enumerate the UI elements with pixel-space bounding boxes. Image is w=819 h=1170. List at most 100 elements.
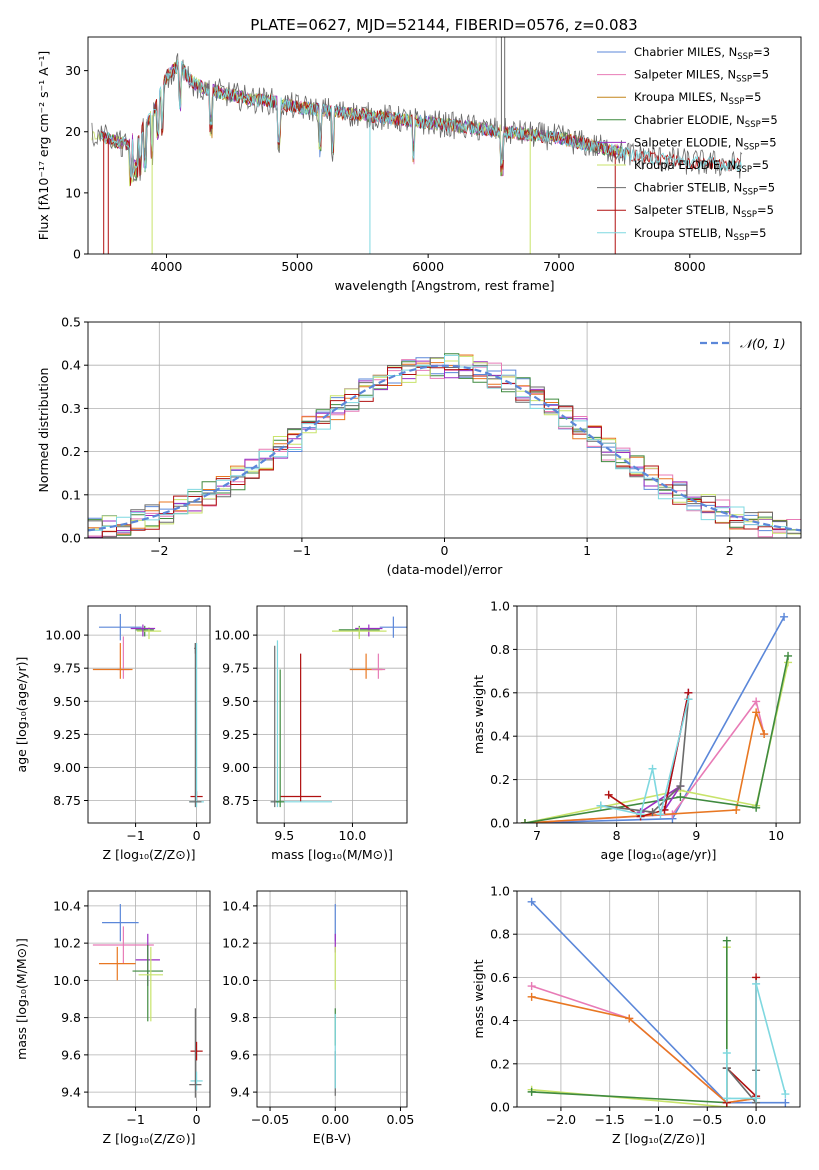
legend-text: Salpeter ELODIE, N bbox=[634, 135, 744, 149]
weight-marker bbox=[527, 982, 536, 991]
y-tick-label: 10.2 bbox=[53, 936, 81, 951]
y-tick-label: 1.0 bbox=[490, 884, 510, 899]
weight-marker bbox=[760, 730, 769, 739]
x-tick-label: 8000 bbox=[674, 259, 706, 274]
x-tick-label: −1 bbox=[126, 828, 144, 843]
error-bar-point bbox=[102, 904, 139, 942]
legend-text: Chabrier MILES, N bbox=[634, 45, 737, 59]
error-bar-point bbox=[138, 946, 164, 1022]
error-bar-point bbox=[117, 636, 130, 679]
x-tick-label: −1.0 bbox=[643, 1112, 673, 1127]
legend-text: Kroupa MILES, N bbox=[634, 90, 729, 104]
y-tick-label: 0.4 bbox=[490, 1013, 510, 1028]
legend-text: =5 bbox=[752, 158, 769, 172]
y-axis-label: Normed distribution bbox=[36, 368, 51, 493]
weight-marker bbox=[604, 790, 613, 799]
x-tick-label: 10 bbox=[768, 828, 784, 843]
x-axis-label: wavelength [Angstrom, rest frame] bbox=[334, 278, 554, 293]
legend-text: Salpeter STELIB, N bbox=[634, 203, 741, 217]
plot-area bbox=[517, 891, 800, 1107]
spectrum-salpeter-elodie bbox=[100, 63, 627, 178]
weight-marker bbox=[781, 1090, 790, 1099]
legend-subscript: SSP bbox=[742, 188, 758, 198]
panel-age_vs_mass: 9.5 10.0 8.75 9.00 9.25 9.50 9.75 10.00 mass [lo… bbox=[214, 605, 408, 862]
legend-entry: Kroupa STELIB, NSSP=5 bbox=[634, 226, 766, 243]
error-bar-point bbox=[276, 669, 285, 808]
y-tick-label: 0.0 bbox=[490, 816, 510, 831]
x-tick-label: 4000 bbox=[151, 259, 183, 274]
x-tick-label: 1 bbox=[583, 543, 591, 558]
y-tick-label: 10.00 bbox=[214, 628, 250, 643]
x-tick-label: 7 bbox=[533, 828, 541, 843]
y-axis-label: mass weight bbox=[471, 959, 486, 1038]
figure-title: PLATE=0627, MJD=52144, FIBERID=0576, z=0… bbox=[250, 16, 637, 34]
plot-area bbox=[517, 606, 800, 823]
legend-entry: Salpeter STELIB, NSSP=5 bbox=[634, 203, 774, 220]
y-tick-label: 0.4 bbox=[61, 358, 81, 373]
histogram-salpeter-stelib bbox=[88, 366, 801, 538]
legend-text: Chabrier STELIB, N bbox=[634, 181, 742, 195]
panel-age_vs_Z: −1 0 8.75 9.00 9.25 9.50 9.75 10.00 Z [log₁₀(Z/Z… bbox=[14, 605, 211, 862]
y-tick-label: 0.2 bbox=[490, 1056, 510, 1071]
legend-text: Kroupa STELIB, N bbox=[634, 226, 734, 240]
x-tick-label: −1 bbox=[293, 543, 311, 558]
panel-mass_vs_ebv: −0.05 0.00 0.05 9.4 9.6 9.8 10.0 10.2 10.4 E(B-V) bbox=[222, 890, 414, 1146]
y-tick-label: 0.8 bbox=[490, 642, 510, 657]
panel-mass_vs_Z: −1 0 9.4 9.6 9.8 10.0 10.2 10.4 Z [log₁₀(Z/Z⊙)] m… bbox=[14, 890, 211, 1146]
weight-marker bbox=[676, 792, 685, 801]
weight-marker bbox=[722, 936, 731, 945]
weight-line-salpeter-miles bbox=[524, 699, 765, 823]
error-bar-point bbox=[332, 627, 387, 640]
error-bar-point bbox=[190, 1041, 203, 1061]
legend-entry: Kroupa MILES, NSSP=5 bbox=[634, 90, 761, 107]
weight-marker bbox=[527, 1087, 536, 1096]
y-tick-label: 9.25 bbox=[222, 727, 250, 742]
error-bar-point bbox=[349, 653, 383, 679]
y-tick-label: 0 bbox=[73, 247, 81, 262]
plot-area bbox=[257, 606, 407, 823]
weight-line-salpeter-stelib bbox=[726, 977, 757, 1103]
error-bar-point bbox=[92, 643, 133, 679]
normal-curve bbox=[88, 364, 801, 532]
axes-frame bbox=[87, 890, 211, 1108]
legend-entry: 𝒩(0, 1) bbox=[740, 336, 786, 351]
axes-frame bbox=[516, 890, 801, 1108]
y-tick-label: 0.2 bbox=[61, 444, 81, 459]
legend-text: =5 bbox=[752, 68, 769, 82]
legend-text: =3 bbox=[753, 45, 770, 59]
legend-text: =5 bbox=[758, 181, 775, 195]
weight-line-orange bbox=[524, 709, 765, 823]
legend-subscript: SSP bbox=[741, 210, 757, 220]
weight-marker bbox=[596, 801, 605, 810]
y-tick-label: 0.8 bbox=[490, 927, 510, 942]
weight-marker bbox=[784, 651, 793, 660]
y-tick-label: 9.50 bbox=[53, 694, 81, 709]
plot-area bbox=[257, 891, 407, 1107]
weight-line-orange bbox=[531, 996, 757, 1104]
plot-area bbox=[88, 322, 801, 538]
y-tick-label: 0.0 bbox=[61, 531, 81, 546]
legend-text: Kroupa ELODIE, N bbox=[634, 158, 736, 172]
weight-marker bbox=[648, 808, 657, 817]
legend-entry: Salpeter ELODIE, NSSP=5 bbox=[634, 135, 777, 152]
weight-marker bbox=[732, 805, 741, 814]
x-tick-label: 8 bbox=[613, 828, 621, 843]
y-tick-label: 10.0 bbox=[53, 973, 81, 988]
y-tick-label: 10.00 bbox=[45, 628, 81, 643]
y-tick-label: 9.8 bbox=[230, 1010, 250, 1025]
y-tick-label: 9.75 bbox=[222, 661, 250, 676]
y-tick-label: 10.4 bbox=[222, 898, 250, 913]
weight-marker bbox=[752, 697, 761, 706]
weight-line-kroupa-stelib bbox=[600, 699, 690, 816]
y-tick-label: 9.25 bbox=[53, 727, 81, 742]
x-axis-label: E(B-V) bbox=[313, 1131, 352, 1146]
error-bar-point bbox=[189, 643, 202, 808]
spectrum-kroupa-stelib bbox=[100, 59, 742, 179]
weight-line-chabrier-stelib bbox=[600, 699, 690, 813]
error-bar-point bbox=[189, 643, 204, 808]
weight-marker bbox=[520, 819, 529, 823]
x-tick-label: 0.00 bbox=[321, 1112, 349, 1127]
legend-text: =5 bbox=[749, 226, 766, 240]
y-tick-label: 0.1 bbox=[61, 487, 81, 502]
